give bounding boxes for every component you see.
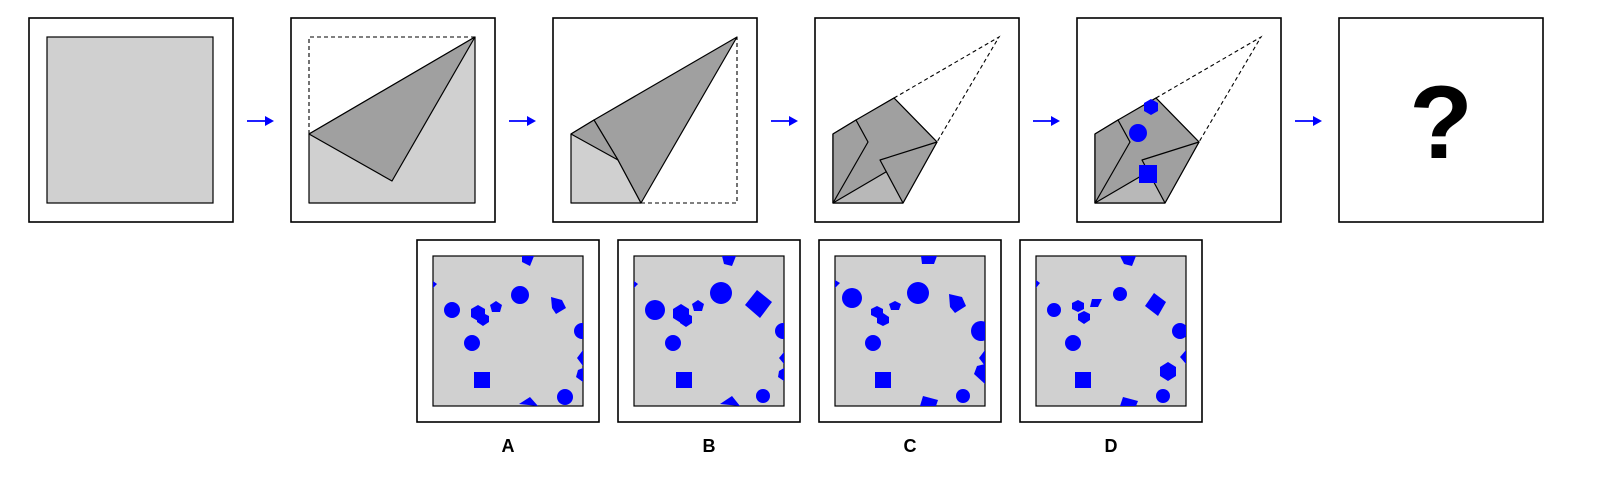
hole-circle bbox=[511, 286, 529, 304]
folded-flap bbox=[570, 119, 619, 161]
arrow-4 bbox=[1033, 116, 1060, 126]
option-c[interactable]: C bbox=[818, 239, 1002, 456]
hole-hexagon bbox=[889, 301, 901, 310]
hole-hexagon bbox=[1078, 311, 1090, 324]
hole-pentagon bbox=[920, 396, 938, 406]
hole-hexagon bbox=[778, 368, 784, 381]
hole-pentagon bbox=[522, 256, 534, 266]
hole-square bbox=[1075, 372, 1091, 388]
hole-triangle bbox=[979, 350, 985, 366]
hole-hexagon bbox=[490, 301, 502, 312]
hole-square bbox=[1139, 165, 1157, 183]
hole-circle bbox=[557, 389, 573, 405]
hole-circle bbox=[775, 323, 784, 339]
hole-hexagon bbox=[877, 313, 889, 326]
step-4-panel bbox=[814, 17, 1020, 223]
hole-triangle bbox=[779, 352, 784, 364]
hole-circle bbox=[971, 321, 985, 341]
hole-circle bbox=[1113, 287, 1127, 301]
option-b[interactable]: B bbox=[617, 239, 801, 456]
step-2-panel bbox=[290, 17, 496, 223]
hole-triangle bbox=[433, 281, 437, 288]
hole-circle bbox=[645, 300, 665, 320]
folded-flap bbox=[832, 119, 869, 204]
option-label: D bbox=[1105, 436, 1118, 456]
option-label: A bbox=[502, 436, 515, 456]
option-label: C bbox=[904, 436, 917, 456]
hole-hexagon bbox=[576, 368, 583, 382]
hole-triangle bbox=[1180, 350, 1186, 364]
hole-circle bbox=[665, 335, 681, 351]
folded-flap bbox=[308, 36, 476, 182]
hole-circle bbox=[710, 282, 732, 304]
hole-hexagon bbox=[1160, 362, 1176, 381]
hole-circle bbox=[574, 323, 583, 339]
hole-hexagon bbox=[974, 364, 985, 384]
hole-hexagon bbox=[692, 300, 704, 311]
hole-pentagon bbox=[1120, 256, 1136, 266]
hole-circle bbox=[1047, 303, 1061, 317]
hole-circle bbox=[1156, 389, 1170, 403]
hole-pentagon bbox=[722, 256, 736, 266]
hole-circle bbox=[1172, 323, 1186, 339]
hole-pentagon bbox=[1090, 299, 1102, 307]
hole-triangle bbox=[835, 280, 840, 288]
hole-pentagon bbox=[519, 397, 538, 406]
question-mark: ? bbox=[1409, 65, 1473, 181]
hole-hexagon bbox=[680, 313, 692, 327]
hole-square bbox=[474, 372, 490, 388]
arrow-1 bbox=[247, 116, 274, 126]
hole-pentagon bbox=[720, 396, 740, 406]
hole-circle bbox=[956, 389, 970, 403]
step-1-panel bbox=[28, 17, 234, 223]
hole-square bbox=[1145, 293, 1166, 316]
arrow-2 bbox=[509, 116, 536, 126]
hole-circle bbox=[907, 282, 929, 304]
step-5-panel bbox=[1076, 17, 1282, 223]
hole-square bbox=[745, 290, 772, 318]
folded-flap bbox=[1094, 119, 1131, 204]
hole-pentagon bbox=[551, 297, 566, 314]
folded-flap bbox=[879, 141, 938, 204]
option-a[interactable]: A bbox=[416, 239, 600, 456]
arrow-5 bbox=[1295, 116, 1322, 126]
hole-pentagon bbox=[949, 294, 966, 313]
step-3-panel bbox=[552, 17, 758, 223]
option-d[interactable]: D bbox=[1019, 239, 1203, 456]
hole-circle bbox=[1129, 124, 1147, 142]
hole-circle bbox=[1065, 335, 1081, 351]
original-outline bbox=[893, 35, 1001, 143]
hole-triangle bbox=[634, 281, 638, 288]
original-outline bbox=[1155, 35, 1263, 143]
hole-pentagon bbox=[921, 256, 937, 264]
question-panel: ? bbox=[1338, 17, 1544, 223]
hole-square bbox=[875, 372, 891, 388]
hole-circle bbox=[842, 288, 862, 308]
hole-circle bbox=[464, 335, 480, 351]
option-label: B bbox=[703, 436, 716, 456]
hole-hexagon bbox=[1072, 300, 1084, 312]
paper-sheet bbox=[46, 36, 214, 204]
hole-pentagon bbox=[1120, 397, 1138, 406]
hole-hexagon bbox=[1144, 99, 1158, 115]
hole-triangle bbox=[577, 350, 583, 366]
hole-hexagon bbox=[477, 313, 489, 326]
hole-square bbox=[676, 372, 692, 388]
hole-circle bbox=[865, 335, 881, 351]
arrow-3 bbox=[771, 116, 798, 126]
hole-circle bbox=[444, 302, 460, 318]
hole-triangle bbox=[1036, 280, 1040, 288]
original-outline bbox=[641, 37, 738, 204]
hole-circle bbox=[756, 389, 770, 403]
